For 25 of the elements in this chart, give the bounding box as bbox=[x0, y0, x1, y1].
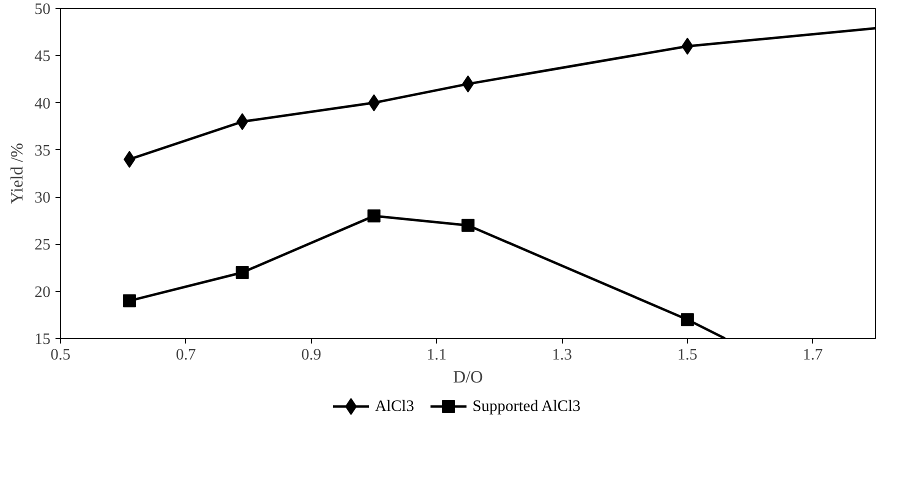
legend-label: AlCl3 bbox=[375, 398, 414, 415]
point bbox=[367, 209, 380, 222]
y-tick-label: 35 bbox=[34, 142, 50, 160]
point bbox=[236, 113, 248, 130]
y-tick-label: 15 bbox=[34, 331, 50, 348]
x-axis-title: D/O bbox=[453, 368, 483, 386]
y-tick-label: 20 bbox=[34, 284, 50, 301]
x-tick-label: 0.7 bbox=[176, 346, 196, 364]
x-tick-label: 0.9 bbox=[301, 346, 322, 364]
x-tick-label: 1.1 bbox=[426, 346, 447, 364]
point bbox=[680, 313, 694, 326]
x-tick-label: 0.5 bbox=[50, 346, 70, 364]
y-tick-label: 40 bbox=[34, 95, 50, 112]
y-tick-label: 25 bbox=[34, 236, 50, 254]
y-axis-title: Yield /% bbox=[8, 142, 26, 204]
y-tick-label: 45 bbox=[34, 48, 50, 66]
x-tick-label: 1.5 bbox=[677, 346, 698, 364]
y-tick-label: 30 bbox=[34, 190, 50, 207]
point bbox=[236, 266, 249, 279]
x-tick-label: 1.7 bbox=[802, 346, 823, 364]
point bbox=[462, 218, 474, 232]
x-tick-label: 1.3 bbox=[552, 346, 572, 364]
legend-label: Supported AlCl3 bbox=[472, 398, 581, 415]
y-tick-label: 50 bbox=[34, 1, 50, 18]
point bbox=[122, 294, 136, 308]
